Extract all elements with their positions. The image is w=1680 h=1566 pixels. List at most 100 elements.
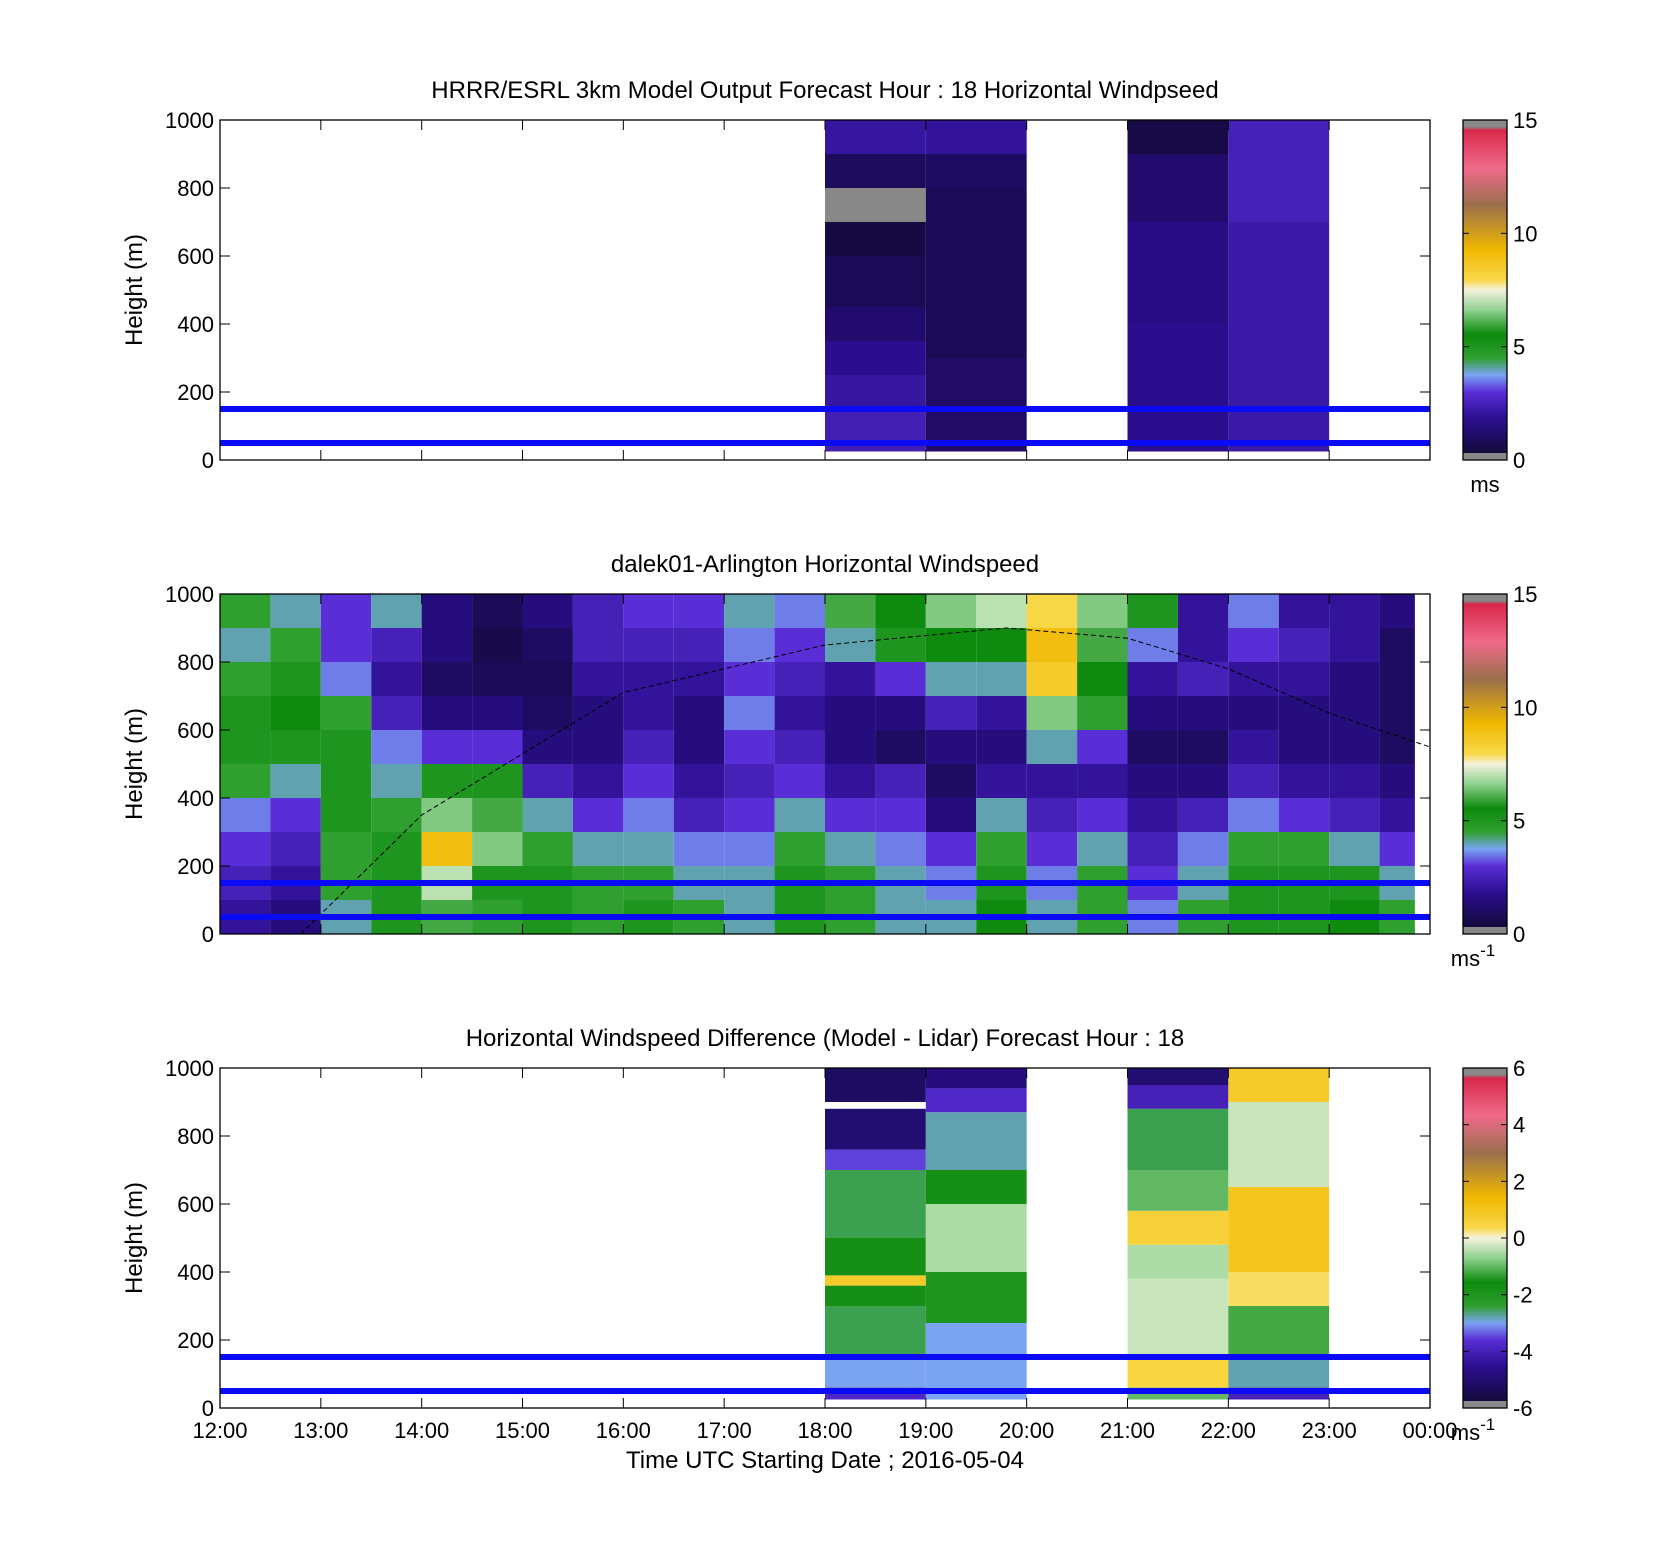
heat-cell [472,628,523,662]
heat-cell [774,730,825,764]
heat-cell [320,832,372,866]
heat-cell [1379,662,1415,696]
heat-cell [220,832,271,866]
heat-cell [1379,628,1415,662]
heat-cell [1127,154,1229,222]
heat-cell [925,188,1027,358]
heat-cell [925,832,977,866]
heat-cell [825,256,926,307]
heat-cell [1077,798,1128,832]
heat-cell [421,798,473,832]
heat-cell [825,1068,926,1102]
heat-cell [522,798,573,832]
heat-cell [1127,1068,1229,1085]
heat-cell [623,662,674,696]
heat-cell [572,730,624,764]
y-tick-label: 800 [177,650,214,675]
heat-cell [320,594,372,628]
heat-cell [421,730,473,764]
heat-cell [1379,730,1415,764]
heat-cell [1278,798,1330,832]
heat-cell [472,730,523,764]
colorbar-unit-exponent: -1 [1480,1415,1495,1434]
x-tick-label: 17:00 [697,1418,752,1443]
y-tick-label: 1000 [165,108,214,133]
colorbar [1463,594,1507,934]
colorbar-tick-label: 15 [1513,582,1537,607]
colorbar-tick-label: 2 [1513,1169,1525,1194]
heat-cell [522,832,573,866]
heat-cell [724,662,775,696]
heat-cell [421,832,473,866]
y-tick-label: 600 [177,244,214,269]
heat-cell [925,1068,1027,1089]
colorbar-tick-label: 15 [1513,108,1537,133]
heat-cell [371,696,422,730]
heat-cell [1278,832,1330,866]
heat-cell [1228,1068,1330,1102]
x-tick-label: 15:00 [495,1418,550,1443]
heat-cell [1127,628,1178,662]
heat-cell [1228,1306,1330,1357]
heat-cell [774,662,825,696]
heat-cell [1127,832,1178,866]
heat-cell [623,798,674,832]
heat-cell [1228,798,1279,832]
heat-cell [522,764,573,798]
y-tick-label: 1000 [165,1056,214,1081]
heat-cell [522,594,573,628]
heat-cell [1177,764,1229,798]
heat-cell [825,594,876,628]
heat-cell [421,764,473,798]
panel-title: dalek01-Arlington Horizontal Windspeed [611,551,1039,578]
heat-cell [774,832,825,866]
heat-cell [1228,1272,1330,1306]
colorbar-unit: ms-1 [1451,941,1495,971]
heat-cell [623,594,674,628]
x-tick-label: 18:00 [797,1418,852,1443]
heat-cell [1077,764,1128,798]
heat-cell [825,832,876,866]
colorbar-tick-label: 10 [1513,695,1537,720]
heat-cell [623,696,674,730]
heat-cell [1379,764,1415,798]
heat-cell [925,1170,1027,1204]
heat-cell [1329,662,1380,696]
x-tick-label: 22:00 [1201,1418,1256,1443]
y-tick-label: 400 [177,312,214,337]
heat-cell [270,764,321,798]
heat-cell [825,696,876,730]
heat-cell [572,798,624,832]
heat-cell [1228,594,1279,628]
heat-cell [925,358,1027,452]
heat-cell [825,1149,926,1170]
heat-cell [1077,662,1128,696]
heat-cell [825,307,926,341]
heat-cell [1077,628,1128,662]
heat-cell [1329,628,1380,662]
colorbar [1463,120,1507,460]
y-axis-label: Height (m) [121,1182,148,1294]
heat-cell [1329,730,1380,764]
colorbar-tick-label: 4 [1513,1113,1525,1138]
heat-cell [774,798,825,832]
heat-cell [220,696,271,730]
heat-cell [270,628,321,662]
heat-cell [1228,628,1279,662]
heat-cell [1278,764,1330,798]
heat-cell [673,628,725,662]
heat-cell [623,832,674,866]
colorbar [1463,1068,1507,1408]
heat-cell [925,1112,1027,1170]
x-axis-label: Time UTC Starting Date ; 2016-05-04 [626,1447,1024,1474]
heat-cell [825,1306,926,1357]
heat-cell [522,662,573,696]
heat-cell [925,1204,1027,1272]
panel-title: HRRR/ESRL 3km Model Output Forecast Hour… [431,77,1218,104]
heat-cell [1379,594,1415,628]
colorbar-unit: ms-1 [1451,1415,1495,1445]
panel-1: HRRR/ESRL 3km Model Output Forecast Hour… [121,77,1537,497]
heat-cell [825,764,876,798]
heat-cell [1228,1187,1330,1272]
heat-cell [1228,832,1279,866]
